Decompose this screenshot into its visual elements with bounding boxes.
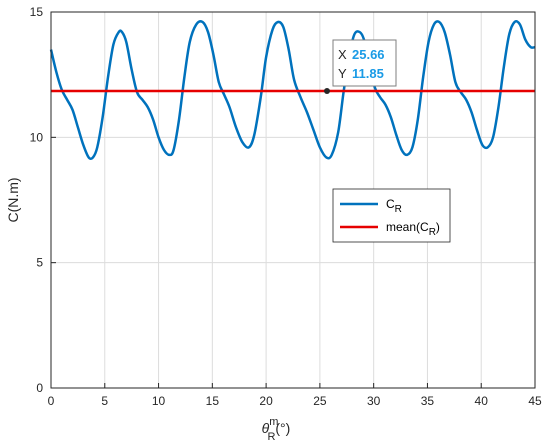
y-axis-label: C(N.m) — [5, 177, 21, 222]
x-tick-label: 25 — [313, 394, 327, 408]
axes-box — [50, 11, 536, 389]
x-tick-label: 5 — [101, 394, 108, 408]
legend-mean-main: mean(C — [386, 220, 429, 234]
datatip-box — [332, 39, 397, 87]
legend-box — [332, 188, 451, 243]
x-tick-label: 45 — [528, 394, 542, 408]
y-tick-label: 5 — [36, 256, 43, 270]
y-tick-label: 15 — [30, 5, 44, 19]
legend-cr-main: C — [386, 197, 395, 211]
datatip[interactable]: X 25.66 Y 11.85 — [323, 39, 397, 94]
datatip-marker[interactable] — [323, 87, 330, 94]
x-axis-label-main: θ — [262, 420, 270, 436]
x-axis-label-sup: m — [269, 416, 278, 428]
legend: CR mean(CR) — [332, 188, 451, 243]
datatip-y-value: 11.85 — [352, 66, 384, 81]
datatip-x-label: X — [338, 47, 347, 62]
datatip-y-label: Y — [338, 66, 347, 81]
x-axis-label-unit: (°) — [275, 420, 290, 436]
x-tick-label: 10 — [152, 394, 166, 408]
legend-entry-cr: CR — [386, 197, 402, 215]
y-tick-label: 10 — [30, 130, 44, 144]
x-tick-label: 20 — [259, 394, 273, 408]
x-axis-label: θm R(°) — [262, 416, 291, 443]
y-tick-label: 0 — [36, 381, 43, 395]
legend-mean-end: ) — [436, 220, 440, 234]
datatip-x-value: 25.66 — [352, 47, 385, 62]
legend-cr-sub: R — [395, 204, 402, 215]
ticks: 0 5 10 15 20 25 30 35 40 45 0 5 10 15 — [30, 5, 542, 408]
x-tick-label: 0 — [48, 394, 55, 408]
x-tick-label: 15 — [206, 394, 220, 408]
x-tick-label: 40 — [475, 394, 489, 408]
series-line-cr — [49, 20, 536, 161]
x-axis-label-sub: R — [267, 431, 275, 443]
legend-mean-sub: R — [429, 227, 436, 238]
x-tick-label: 35 — [421, 394, 435, 408]
x-tick-label: 30 — [367, 394, 381, 408]
series-layer — [49, 20, 536, 161]
legend-entry-mean: mean(CR) — [386, 220, 440, 238]
